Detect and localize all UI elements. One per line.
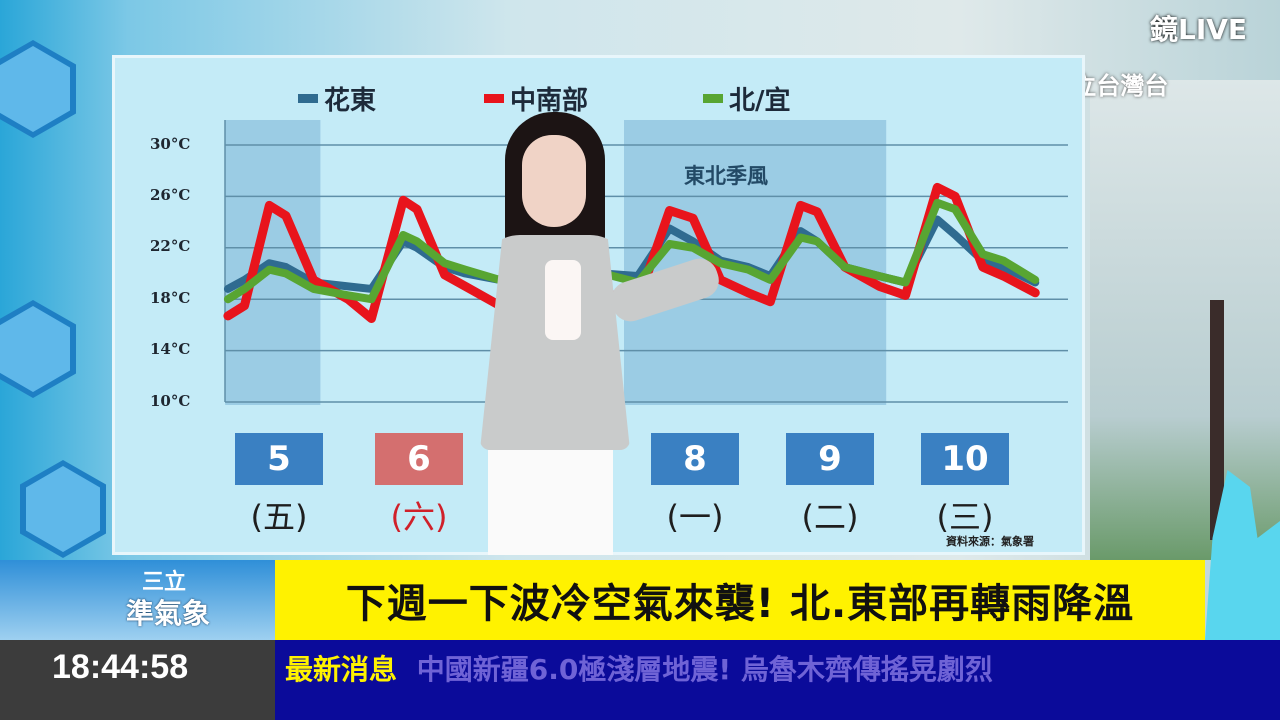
legend-swatch [703, 94, 723, 103]
day-box: 9 [786, 433, 874, 485]
series-line-2 [223, 198, 1040, 304]
weekday-label: (一) [666, 498, 724, 536]
data-point [769, 301, 771, 303]
weekday-label: (五) [250, 498, 308, 536]
day-box: 5 [235, 433, 323, 485]
data-point [936, 202, 938, 204]
day-box: 10 [921, 433, 1009, 485]
tree-backdrop [1090, 80, 1280, 560]
data-point [905, 281, 907, 283]
y-tick-label: 18°C [150, 289, 191, 307]
data-point [816, 211, 818, 213]
data-point [844, 266, 846, 268]
data-source-note: 資料來源：氣象署 [946, 535, 1034, 548]
tree-trunk [1210, 300, 1224, 540]
data-point [244, 279, 245, 281]
y-tick-label: 26°C [150, 186, 191, 204]
data-point [244, 305, 245, 307]
data-point [416, 208, 418, 210]
data-point [464, 269, 466, 271]
data-point [227, 298, 229, 300]
headline-banner: 下週一下波冷空氣來襲! 北.東部再轉雨降溫 [275, 560, 1205, 640]
legend-swatch [484, 94, 504, 103]
data-point [227, 315, 229, 317]
data-point [669, 210, 671, 212]
data-point [954, 208, 956, 210]
monsoon-annotation: 東北季風 [684, 164, 768, 188]
data-point [692, 240, 694, 242]
data-point [747, 292, 749, 294]
legend-item: 北/宜 [703, 80, 791, 117]
data-point [268, 269, 270, 271]
data-point [769, 279, 771, 281]
data-point [416, 240, 418, 242]
data-point [285, 215, 287, 217]
data-point [720, 262, 722, 264]
data-point [1034, 292, 1036, 294]
data-point [954, 195, 956, 197]
data-point [905, 294, 907, 296]
data-point [816, 240, 818, 242]
data-point [1034, 279, 1036, 281]
data-point [416, 247, 418, 249]
data-point [692, 247, 694, 249]
data-point [313, 279, 314, 281]
data-point [878, 285, 880, 287]
data-point [800, 204, 802, 206]
data-point [402, 234, 404, 236]
day-box: 6 [375, 433, 463, 485]
data-point [1003, 275, 1004, 277]
data-point [244, 288, 245, 290]
legend-item: 中南部 [484, 80, 588, 117]
data-point [313, 288, 314, 290]
data-point [370, 298, 372, 300]
news-ticker: 最新消息 中國新疆6.0極淺層地震! 烏魯木齊傳搖晃劇烈 [275, 640, 1280, 720]
data-point [444, 262, 446, 264]
day-box: 8 [651, 433, 739, 485]
data-point [878, 275, 880, 277]
data-point [720, 279, 722, 281]
data-point [285, 273, 287, 274]
data-point [982, 253, 984, 255]
legend-swatch [298, 94, 318, 103]
data-point [954, 234, 956, 236]
data-point [285, 266, 287, 268]
y-tick-label: 30°C [150, 135, 191, 153]
y-tick-label: 10°C [150, 392, 191, 410]
data-point [370, 288, 372, 290]
data-point [692, 217, 694, 219]
data-point [268, 262, 270, 264]
program-logo: 三立 準氣象 [0, 560, 275, 640]
data-point [800, 230, 802, 232]
ticker-text: 中國新疆6.0極淺層地震! 烏魯木齊傳搖晃劇烈 [416, 653, 993, 686]
data-point [800, 237, 802, 239]
legend-item: 花東 [298, 80, 376, 117]
weekday-label: (二) [801, 498, 859, 536]
data-point [347, 294, 349, 296]
ticker-label: 最新消息 [285, 653, 398, 686]
live-badge: 鏡LIVE [1150, 13, 1248, 46]
weekday-label: (六) [390, 498, 448, 536]
data-point [444, 274, 446, 276]
data-point [982, 266, 984, 268]
data-point [370, 317, 372, 319]
data-point [747, 269, 749, 271]
data-point [227, 288, 229, 290]
data-point [464, 285, 466, 287]
data-point [669, 243, 671, 245]
data-point [402, 199, 404, 201]
data-point [1003, 266, 1004, 268]
y-tick-label: 14°C [150, 340, 191, 358]
data-point [268, 204, 270, 206]
data-point [669, 228, 671, 230]
data-point [936, 219, 938, 221]
y-tick-label: 22°C [150, 237, 191, 255]
clock: 18:44:58 [0, 640, 275, 720]
data-point [347, 285, 349, 287]
weekday-label: (三) [936, 498, 994, 536]
data-point [1003, 260, 1004, 262]
data-point [936, 186, 938, 188]
